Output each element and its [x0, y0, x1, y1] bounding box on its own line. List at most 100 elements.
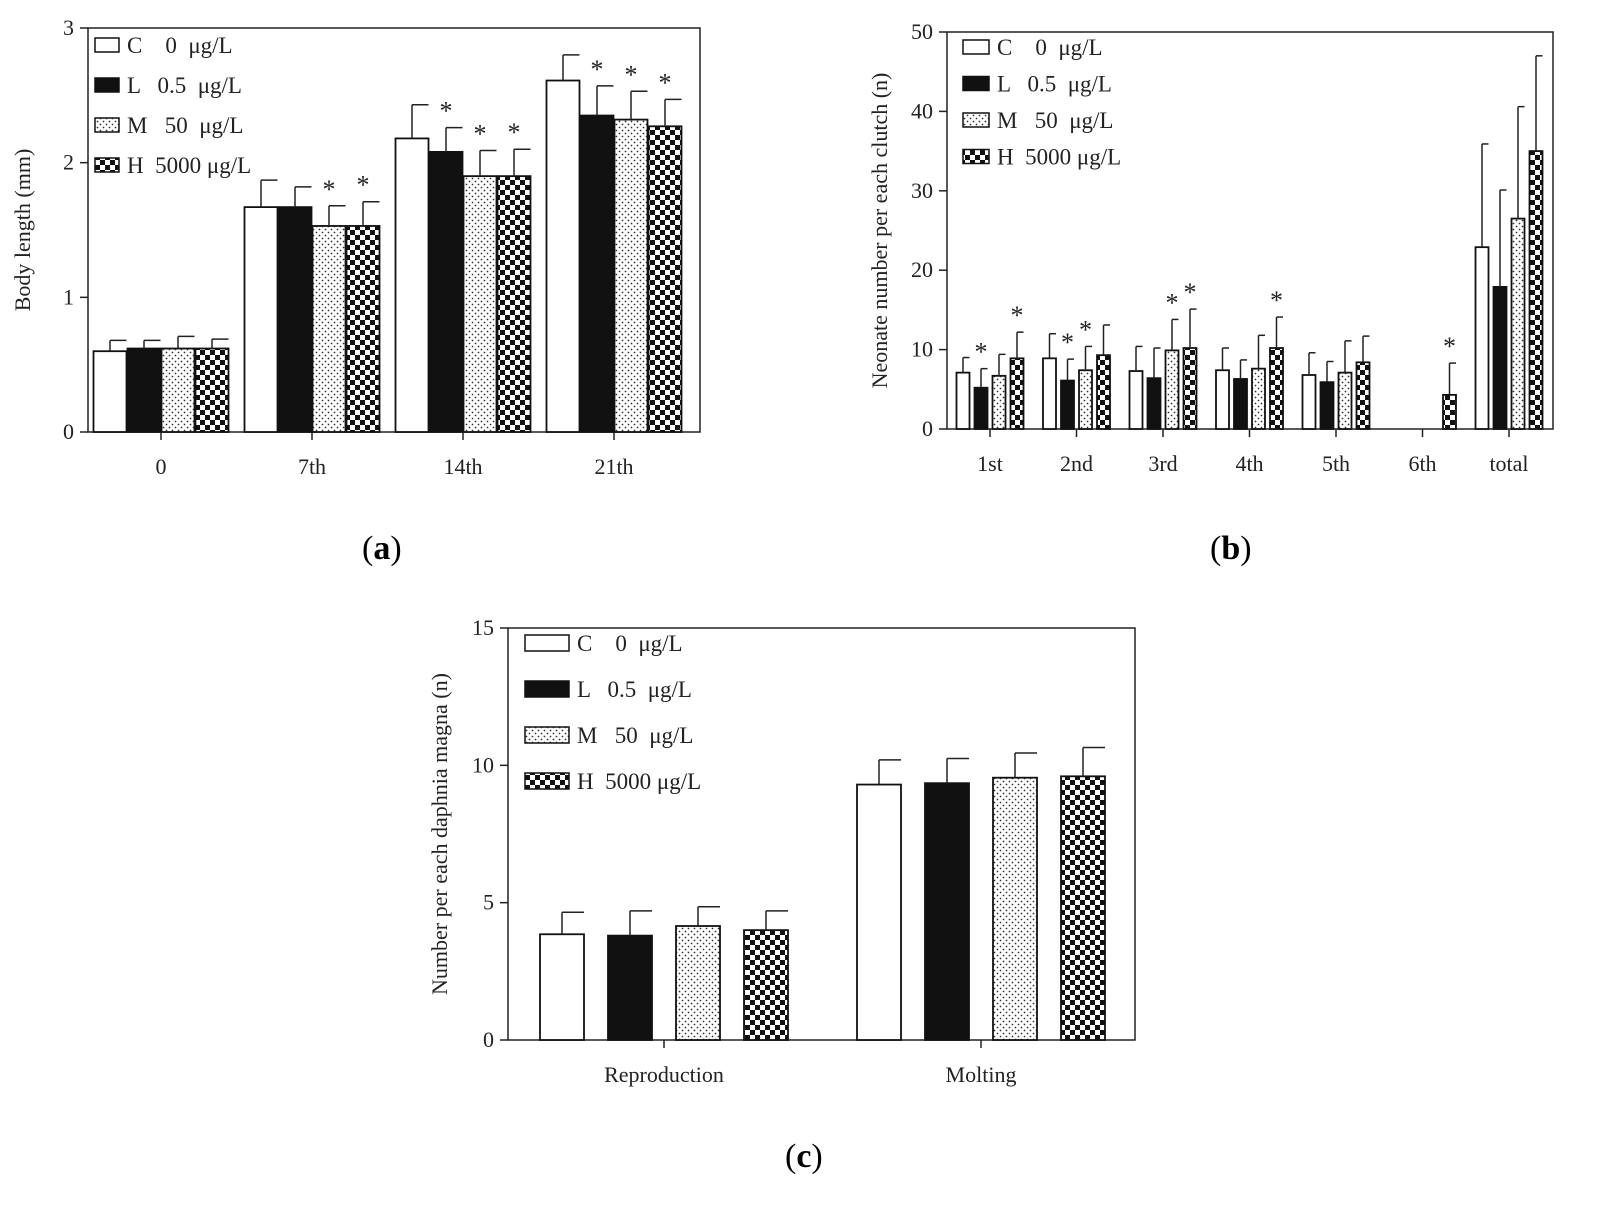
significance-star: *	[440, 97, 453, 126]
legend-label: H 5000 μg/L	[577, 769, 701, 794]
bar-m-5th	[1337, 371, 1353, 430]
bar-h-5th	[1355, 361, 1371, 430]
bar-m-14th	[462, 175, 498, 433]
panel-label-c: (c)	[785, 1138, 823, 1175]
bar-l-7th	[277, 206, 313, 433]
bar-h-3rd	[1182, 347, 1198, 430]
y-tick-label: 10	[911, 337, 933, 362]
bar-m-Reproduction	[675, 925, 721, 1041]
x-tick-label: 3rd	[1148, 451, 1177, 476]
x-tick-label: 6th	[1408, 451, 1436, 476]
y-tick-label: 1	[63, 284, 74, 309]
y-tick-label: 20	[911, 257, 933, 282]
x-tick-label: Reproduction	[604, 1062, 724, 1087]
y-tick-label: 2	[63, 150, 74, 175]
bar-h-14th	[496, 175, 532, 433]
significance-star: *	[1166, 288, 1179, 317]
y-axis-label: Neonate number per each clutch (n)	[867, 73, 892, 389]
bar-l-3rd	[1146, 377, 1162, 430]
y-tick-label: 15	[472, 615, 494, 640]
bar-h-6th	[1442, 393, 1457, 430]
legend-dotted-icon	[94, 117, 120, 133]
bar-h-0	[194, 347, 230, 433]
x-tick-label: 21th	[594, 454, 633, 479]
y-tick-label: 0	[922, 416, 933, 441]
bar-l-total	[1492, 285, 1508, 430]
x-tick-label: 5th	[1322, 451, 1350, 476]
y-axis-label: Number per each daphnia magna (n)	[427, 673, 452, 995]
plot-frame	[507, 627, 1136, 1041]
bar-c-7th	[243, 206, 279, 433]
bar-c-4th	[1215, 369, 1230, 430]
bar-c-2nd	[1042, 357, 1057, 430]
panel-label-b: (b)	[1210, 530, 1252, 567]
legend-label: L 0.5 μg/L	[577, 677, 692, 702]
bar-h-1st	[1009, 357, 1025, 430]
bar-c-21th	[545, 79, 581, 433]
significance-star: *	[1061, 328, 1074, 357]
bar-m-21th	[613, 118, 649, 433]
significance-star: *	[474, 120, 487, 149]
bar-l-Molting	[924, 782, 970, 1041]
x-tick-label: 2nd	[1060, 451, 1093, 476]
legend-black-icon	[962, 75, 990, 92]
bar-c-1st	[955, 371, 971, 430]
significance-star: *	[1079, 315, 1092, 344]
significance-star: *	[1011, 301, 1024, 330]
legend-black-icon	[524, 680, 570, 698]
legend-label: C 0 μg/L	[127, 33, 233, 58]
significance-star: *	[357, 171, 370, 200]
bar-l-5th	[1319, 381, 1335, 430]
bar-m-Molting	[992, 776, 1038, 1041]
y-tick-label: 3	[63, 15, 74, 40]
significance-star: *	[591, 55, 604, 84]
x-tick-label: total	[1489, 451, 1528, 476]
y-tick-label: 50	[911, 19, 933, 44]
bar-h-4th	[1269, 347, 1284, 430]
legend-label: H 5000 μg/L	[127, 153, 251, 178]
significance-star: *	[975, 338, 988, 367]
legend-label: H 5000 μg/L	[997, 145, 1121, 170]
bar-m-3rd	[1164, 349, 1180, 430]
bar-l-14th	[428, 150, 464, 433]
bar-m-2nd	[1078, 369, 1093, 430]
y-axis-label: Body length (mm)	[10, 149, 35, 312]
bar-h-Reproduction	[743, 929, 789, 1041]
x-tick-label: 1st	[977, 451, 1003, 476]
bar-c-Molting	[856, 783, 902, 1041]
legend-white-icon	[962, 39, 990, 55]
legend-black-icon	[94, 77, 120, 93]
plot-frame	[87, 27, 701, 433]
bar-l-2nd	[1060, 379, 1075, 430]
bar-l-4th	[1233, 378, 1248, 430]
bar-c-3rd	[1128, 370, 1144, 430]
y-tick-label: 10	[472, 752, 494, 777]
significance-star: *	[1270, 286, 1283, 315]
legend-dotted-icon	[524, 726, 570, 744]
y-tick-label: 0	[63, 419, 74, 444]
legend-label: L 0.5 μg/L	[127, 73, 242, 98]
legend-label: M 50 μg/L	[127, 113, 243, 138]
legend-label: L 0.5 μg/L	[997, 72, 1112, 97]
legend-checker-icon	[524, 772, 570, 790]
bar-m-7th	[311, 225, 347, 433]
legend-label: M 50 μg/L	[997, 108, 1113, 133]
significance-star: *	[323, 175, 336, 204]
bar-l-Reproduction	[607, 934, 653, 1041]
bar-h-7th	[345, 225, 381, 433]
x-tick-label: 7th	[298, 454, 326, 479]
bar-m-1st	[991, 374, 1007, 430]
significance-star: *	[1184, 278, 1197, 307]
significance-star: *	[1443, 332, 1456, 361]
bar-h-2nd	[1096, 354, 1111, 430]
panel-label-a: (a)	[362, 530, 402, 567]
x-tick-label: 14th	[443, 454, 482, 479]
legend-checker-icon	[962, 148, 990, 165]
significance-star: *	[625, 60, 638, 89]
bar-c-total	[1474, 246, 1490, 430]
x-tick-label: 0	[156, 454, 167, 479]
bar-m-0	[160, 347, 196, 433]
significance-star: *	[508, 118, 521, 147]
y-tick-label: 40	[911, 98, 933, 123]
legend-white-icon	[94, 37, 120, 53]
